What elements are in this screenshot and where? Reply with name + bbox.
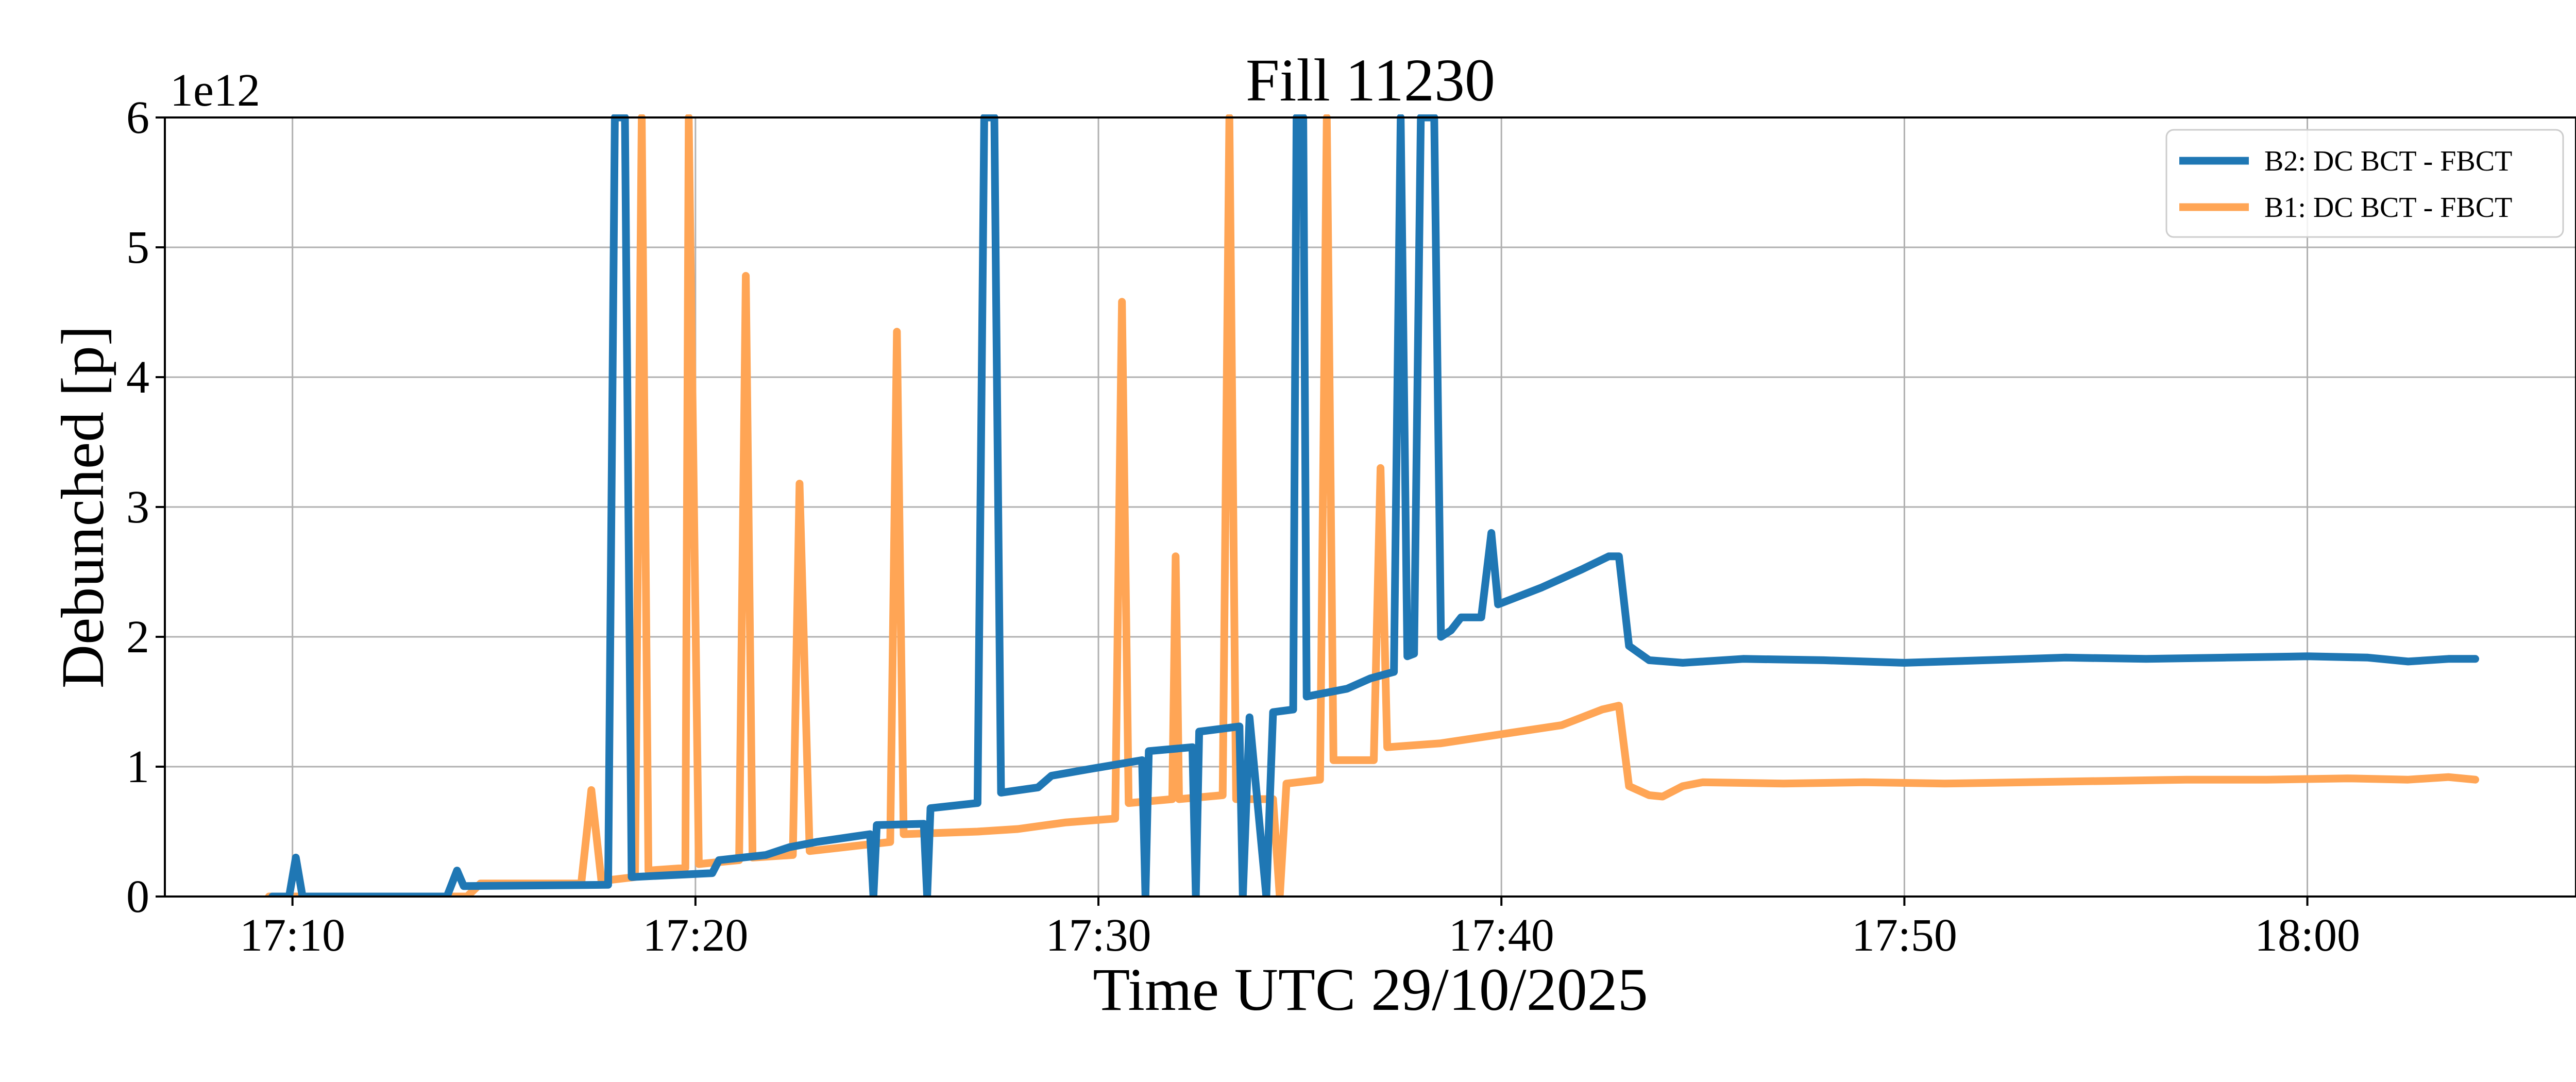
legend: B2: DC BCT - FBCT B1: DC BCT - FBCT [2165,129,2564,238]
y-tick-label: 1 [126,741,149,792]
legend-box [2165,129,2564,238]
y-tick-label: 5 [126,222,149,273]
x-tick-label: 17:30 [1046,910,1151,961]
x-tick-label: 17:40 [1449,910,1554,961]
series-line-b2 [268,114,2479,897]
x-tick-label: 17:10 [240,910,345,961]
x-axis-label: Time UTC 29/10/2025 [1093,956,1648,1023]
y-tick-label: 6 [126,92,149,143]
legend-label: B1: DC BCT - FBCT [2264,192,2512,224]
y-tick-label: 0 [126,871,149,922]
x-tick-label: 18:00 [2255,910,2360,961]
legend-label: B2: DC BCT - FBCT [2264,145,2512,177]
x-tick-label: 17:20 [642,910,748,961]
y-axis-label: Debunched [p] [49,326,116,688]
ticks: 17:10 17:20 17:30 17:40 17:50 18:00 0 1 2 3 4 5 6 [126,92,2360,961]
y-tick-label: 4 [126,352,149,403]
x-tick-label: 17:50 [1852,910,1957,961]
y-offset-label: 1e12 [170,65,260,116]
y-tick-label: 2 [126,612,149,663]
y-tick-label: 3 [126,482,149,533]
chart-title: Fill 11230 [1246,46,1495,114]
